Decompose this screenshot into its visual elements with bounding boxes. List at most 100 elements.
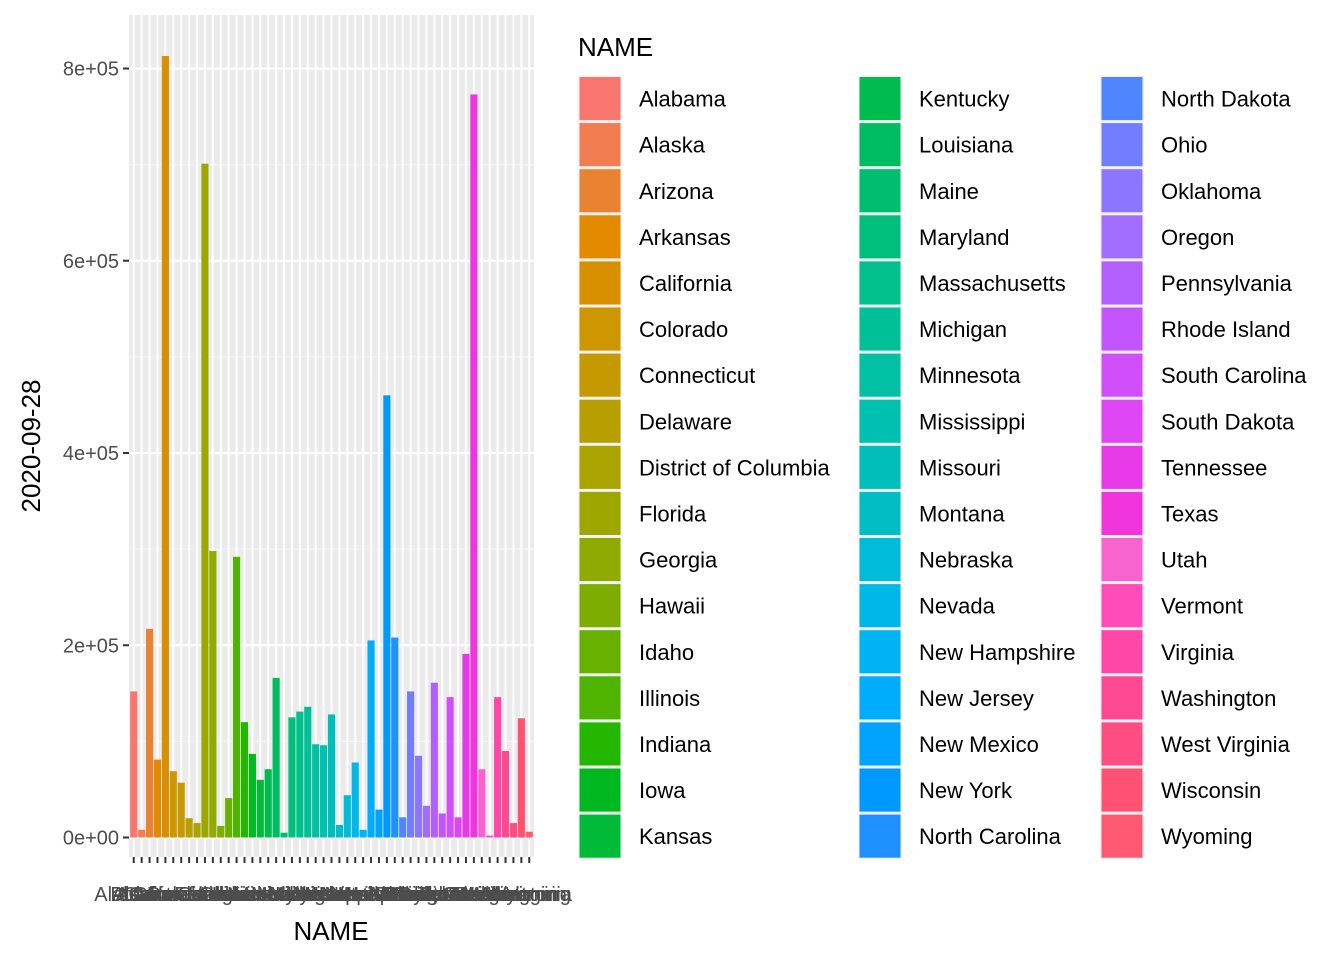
legend-key [1101, 307, 1143, 351]
legend-key [859, 399, 901, 443]
legend-item: Rhode Island [1100, 306, 1291, 353]
legend-item: Vermont [1100, 582, 1243, 629]
legend-item: Texas [1100, 490, 1218, 537]
bar-maine [280, 832, 288, 838]
legend-label: West Virginia [1161, 732, 1291, 757]
legend-label: Missouri [919, 455, 1001, 480]
legend-item: Minnesota [858, 352, 1021, 399]
legend-label: Delaware [639, 409, 732, 434]
x-tick-label: Hawaii [191, 884, 251, 906]
y-axis: 0e+00 2e+05 4e+05 6e+05 8e+05 [63, 59, 129, 850]
legend-item: Wyoming [1100, 813, 1253, 860]
legend-item: Montana [858, 490, 1005, 537]
legend-key [579, 676, 621, 720]
legend-key [859, 215, 901, 259]
bar-idaho [225, 798, 233, 838]
legend-label: Maine [919, 179, 979, 204]
bar-layer [130, 56, 533, 838]
legend-label: Montana [919, 501, 1005, 526]
legend-item: Massachusetts [858, 259, 1066, 306]
legend-key [579, 768, 621, 812]
legend-key [579, 584, 621, 628]
legend-label: Idaho [639, 640, 694, 665]
bar-pennsylvania [430, 682, 438, 838]
x-tick-label: West Virginia [455, 884, 573, 906]
legend-key [1101, 261, 1143, 305]
x-tick-label: Louisiana [233, 884, 320, 906]
x-tick-label: New York [345, 884, 430, 906]
legend-label: Texas [1161, 501, 1218, 526]
legend-label: Oregon [1161, 225, 1234, 250]
y-tick-label: 0e+00 [63, 828, 119, 850]
legend-label: New Mexico [919, 732, 1039, 757]
legend-item: Oklahoma [1100, 167, 1262, 214]
x-tick-label: Wisconsin [476, 884, 567, 906]
bar-delaware [185, 818, 193, 838]
legend-item: Georgia [578, 536, 718, 583]
bar-washington [501, 750, 510, 838]
legend-label: Vermont [1161, 594, 1243, 619]
bar-michigan [304, 706, 312, 838]
legend-key [859, 676, 901, 720]
legend-label: Maryland [919, 225, 1009, 250]
legend-key [579, 538, 621, 582]
bar-alaska [138, 829, 146, 838]
x-tick-label: Alabama [94, 884, 174, 906]
bar-south-dakota [454, 817, 462, 838]
bar-utah [478, 769, 486, 838]
x-axis: AlabamaAlaskaArizonaArkansasCaliforniaCo… [94, 857, 573, 906]
legend-label: Rhode Island [1161, 317, 1291, 342]
legend-item: Maryland [858, 213, 1009, 260]
bar-mississippi [320, 745, 328, 838]
legend-item: Kansas [578, 813, 712, 860]
bar-california [161, 56, 169, 838]
x-tick-label: Illinois [209, 884, 265, 906]
legend-key [859, 169, 901, 213]
legend-key [1101, 123, 1143, 167]
legend-label: Wisconsin [1161, 778, 1261, 803]
legend-label: Hawaii [639, 594, 705, 619]
x-tick-label: Alaska [112, 884, 173, 906]
legend-label: Tennessee [1161, 455, 1267, 480]
legend-item: North Carolina [858, 813, 1062, 860]
legend-label: Colorado [639, 317, 728, 342]
legend-key [1101, 814, 1143, 858]
legend-key [579, 169, 621, 213]
y-axis-title: 2020-09-28 [16, 380, 46, 513]
legend-label: Massachusetts [919, 271, 1066, 296]
x-tick-label: Washington [453, 884, 558, 906]
bar-oklahoma [414, 755, 423, 838]
legend-label: Louisiana [919, 133, 1014, 158]
x-tick-label: Vermont [452, 884, 527, 906]
legend-item: Washington [1100, 674, 1276, 721]
bar-iowa [248, 753, 256, 838]
x-tick-label: Michigan [268, 884, 348, 906]
legend-item: Nebraska [858, 536, 1014, 583]
bar-montana [335, 825, 343, 838]
legend-item: Illinois [578, 674, 700, 721]
legend-key [579, 123, 621, 167]
bar-north-carolina [391, 637, 399, 838]
legend-label: Oklahoma [1161, 179, 1262, 204]
bar-wisconsin [517, 718, 525, 838]
x-tick-label: Iowa [231, 884, 274, 906]
bar-district-of-columbia [193, 823, 201, 838]
x-tick-label: Kentucky [227, 884, 309, 906]
legend-key [579, 77, 621, 121]
legend-label: Illinois [639, 686, 700, 711]
bar-oregon [422, 805, 430, 838]
legend-key [579, 307, 621, 351]
legend-label: Pennsylvania [1161, 271, 1293, 296]
legend-label: Kansas [639, 824, 712, 849]
legend-key [1101, 538, 1143, 582]
legend-key [1101, 630, 1143, 674]
legend-title: NAME [578, 32, 653, 62]
legend-key [1101, 353, 1143, 397]
legend-label: District of Columbia [639, 455, 830, 480]
bar-massachusetts [296, 711, 304, 838]
x-tick-label: Delaware [147, 884, 231, 906]
legend-item: Colorado [578, 306, 728, 353]
legend-label: Minnesota [919, 363, 1021, 388]
